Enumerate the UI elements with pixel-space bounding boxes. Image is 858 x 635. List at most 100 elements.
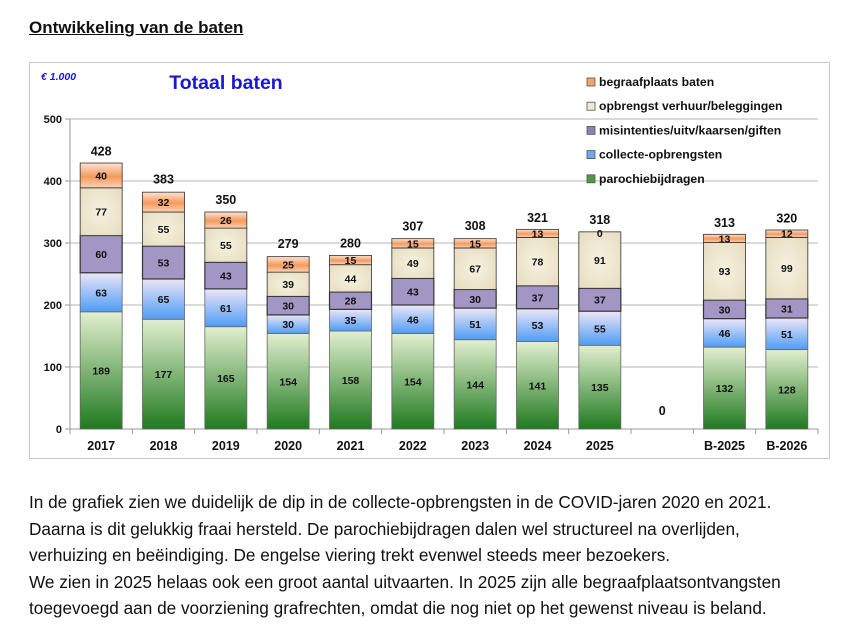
legend-label: opbrengst verhuur/beleggingen: [599, 99, 783, 113]
bar-segment-collecte-opbrengsten: [703, 318, 746, 348]
legend-item: parochiebijdragen: [586, 172, 705, 186]
segment-value-label: 26: [220, 215, 232, 227]
segment-value-label: 189: [92, 365, 110, 377]
section-heading: Ontwikkeling van de baten: [29, 18, 244, 37]
segment-value-label: 46: [719, 328, 731, 340]
legend-swatch: [586, 77, 596, 87]
bar-segment-begraafplaats-baten: [142, 191, 185, 213]
segment-value-label: 15: [469, 238, 481, 250]
segment-value-label: 40: [95, 170, 107, 182]
x-tick-label: 2017: [87, 439, 115, 453]
legend-item: opbrengst verhuur/beleggingen: [586, 99, 783, 113]
description-text: In de grafiek zien we duidelijk de dip i…: [29, 489, 849, 622]
segment-value-label: 165: [217, 373, 235, 385]
segment-value-label: 55: [594, 323, 606, 335]
segment-value-label: 154: [404, 376, 422, 388]
data-labels: 189 63 60 77 40 428 177 65 53 55 32 383 165 61 43 55 26 3…: [91, 145, 798, 418]
segment-value-label: 30: [282, 301, 294, 313]
segment-value-label: 63: [95, 287, 107, 299]
segment-value-label: 177: [155, 369, 173, 381]
segment-value-label: 158: [342, 375, 360, 387]
bar-segment-collecte-opbrengsten: [204, 288, 248, 328]
x-tick-label: 2023: [461, 439, 489, 453]
segment-value-label: 30: [719, 304, 731, 316]
y-tick-label: 500: [44, 114, 62, 126]
total-value-label: 279: [278, 237, 299, 251]
segment-value-label: 46: [407, 314, 419, 326]
segment-value-label: 55: [220, 240, 232, 252]
legend: begraafplaats baten opbrengst verhuur/bel…: [586, 75, 783, 186]
total-value-label: 321: [527, 211, 548, 225]
segment-value-label: 39: [282, 279, 294, 291]
legend-label: begraafplaats baten: [599, 75, 714, 89]
bar-segment-begraafplaats-baten: [516, 228, 559, 238]
bar-segment-collecte-opbrengsten: [79, 272, 123, 313]
segment-value-label: 60: [95, 249, 107, 261]
segment-value-label: 78: [532, 257, 544, 269]
bar-segment-opbrengst-verhuur-beleggingen: [204, 227, 248, 263]
paragraph-line: toegevoegd aan de voorziening grafrechte…: [29, 598, 767, 618]
legend-item: misintenties/uitv/kaarsen/giften: [586, 123, 781, 137]
bar-segment-begraafplaats-baten: [79, 162, 123, 189]
bar-segment-parochiebijdragen: [329, 330, 372, 430]
segment-value-label: 37: [532, 292, 544, 304]
bar-segment-opbrengst-verhuur-beleggingen: [79, 187, 123, 236]
bar-segment-opbrengst-verhuur-beleggingen: [516, 237, 559, 287]
segment-value-label: 93: [719, 266, 731, 278]
legend-swatch: [586, 126, 596, 135]
segment-value-label: 53: [158, 258, 170, 270]
segment-value-label: 53: [532, 320, 544, 332]
chart-title: Totaal baten: [169, 72, 282, 94]
total-value-label: 313: [714, 216, 735, 230]
legend-swatch: [586, 174, 596, 184]
bar-segment-parochiebijdragen: [204, 326, 248, 430]
bar-segment-begraafplaats-baten: [765, 229, 809, 238]
segment-value-label: 61: [220, 303, 232, 315]
bar-segment-opbrengst-verhuur-beleggingen: [266, 271, 310, 297]
segment-value-label: 35: [345, 315, 357, 327]
bar-segment-misintenties-uitv-kaarsen-giften: [391, 277, 435, 306]
segment-value-label: 44: [345, 273, 357, 285]
paragraph-line: Daarna is dit gelukkig fraai hersteld. D…: [29, 518, 740, 539]
bar-segment-collecte-opbrengsten: [765, 317, 809, 351]
legend-label: parochiebijdragen: [599, 172, 705, 186]
total-value-label: 280: [340, 236, 361, 250]
y-tick-label: 400: [44, 176, 62, 188]
bar-segment-collecte-opbrengsten: [391, 304, 435, 334]
bar-segment-opbrengst-verhuur-beleggingen: [765, 237, 809, 300]
segment-value-label: 25: [282, 259, 294, 271]
segment-value-label: 67: [469, 264, 481, 276]
segment-value-label: 77: [95, 207, 107, 219]
legend-label: misintenties/uitv/kaarsen/giften: [599, 123, 781, 137]
total-value-label: 318: [589, 213, 610, 227]
segment-value-label: 99: [781, 263, 793, 275]
segment-value-label: 141: [529, 380, 547, 392]
total-value-label: 307: [402, 220, 423, 234]
bar-segment-parochiebijdragen: [391, 333, 435, 430]
x-tick-label: B-2026: [766, 439, 807, 453]
x-tick-label: 2019: [212, 439, 240, 453]
paragraph-line: We zien in 2025 helaas ook een groot aan…: [29, 571, 781, 592]
segment-value-label: 91: [594, 255, 606, 267]
y-tick-label: 300: [44, 238, 62, 250]
segment-value-label: 49: [407, 258, 419, 270]
segment-value-label: 43: [407, 287, 419, 299]
total-value-label: 320: [776, 212, 797, 226]
bar-segment-begraafplaats-baten: [329, 254, 372, 266]
legend-swatch: [586, 150, 596, 160]
segment-value-label: 12: [781, 229, 793, 241]
segment-value-label: 37: [594, 295, 606, 307]
x-tick-label: 2022: [399, 439, 427, 453]
x-tick-label: B-2025: [704, 439, 745, 453]
bar-segment-opbrengst-verhuur-beleggingen: [703, 241, 746, 301]
unit-label: € 1.000: [41, 71, 76, 83]
x-tick-label: 2020: [274, 439, 302, 453]
legend-label: collecte-opbrengsten: [599, 148, 722, 162]
segment-value-label: 13: [532, 228, 544, 240]
segment-value-label: 15: [407, 238, 419, 250]
segment-value-label: 31: [781, 303, 793, 315]
y-tick-label: 0: [56, 424, 62, 436]
segment-value-label: 65: [158, 294, 170, 306]
